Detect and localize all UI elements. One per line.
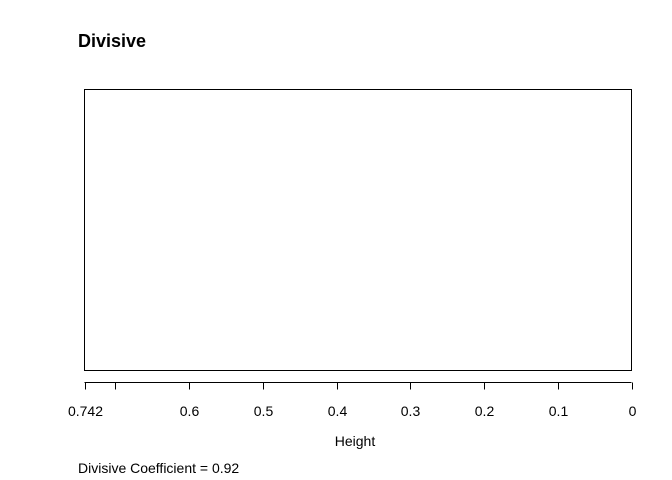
x-tick-label: 0.3 xyxy=(401,403,421,419)
x-tick-label: 0.2 xyxy=(475,403,495,419)
x-tick-label: 0.4 xyxy=(328,403,348,419)
divisive-coefficient: Divisive Coefficient = 0.92 xyxy=(78,460,240,476)
x-tick-label: 0.5 xyxy=(254,403,274,419)
plot-area xyxy=(84,89,632,371)
x-axis-label: Height xyxy=(335,433,376,449)
x-tick-label: 0.6 xyxy=(180,403,200,419)
x-axis: 0.742 0.6 0.5 0.4 0.3 0.2 0.1 0 xyxy=(68,382,637,419)
chart-title: Divisive xyxy=(78,31,146,51)
x-tick-label: 0.742 xyxy=(68,403,103,419)
x-tick-label: 0.1 xyxy=(549,403,569,419)
x-tick-label: 0 xyxy=(629,403,637,419)
